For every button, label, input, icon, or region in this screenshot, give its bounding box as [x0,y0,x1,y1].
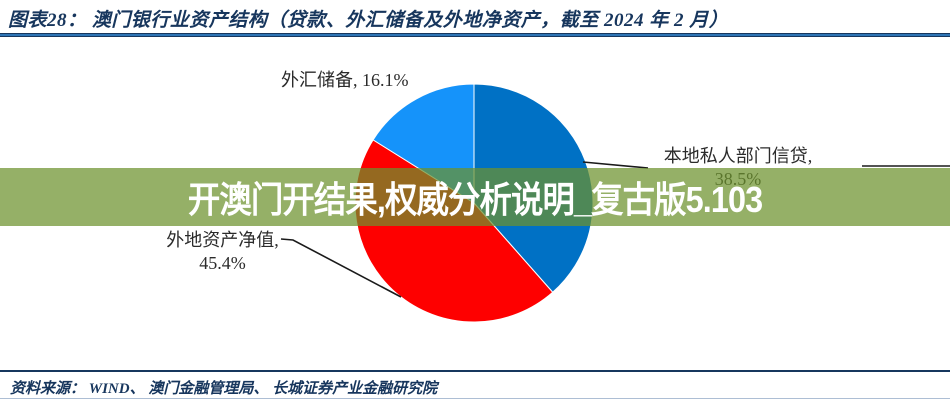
header-rule [0,33,950,37]
spam-overlay-text: 开澳门开结果,权威分析说明_复古版5.103 [187,179,763,220]
pie-label-forex-reserves: 外汇储备, 16.1% [281,70,409,90]
spam-overlay-banner[interactable]: 开澳门开结果,权威分析说明_复古版5.103 [0,168,950,226]
pie-label-net-foreign-assets: 外地资产净值, 45.4% [150,229,295,275]
chart-title: 图表28： 澳门银行业资产结构（贷款、外汇储备及外地净资产，截至 2024 年 … [8,10,729,31]
leader-line-credit [582,161,649,169]
data-source-line: 资料来源： WIND、 澳门金融管理局、 长城证券产业金融研究院 [10,381,438,397]
pie-label-net-foreign-assets-value: 45.4% [199,253,246,273]
pie-label-private-credit-name: 本地私人部门信贷, [663,146,813,166]
footer-rule [0,370,950,372]
pie-label-net-foreign-assets-name: 外地资产净值, [166,230,279,250]
bottom-faint-rule [0,398,950,399]
leader-line-nfa [280,238,402,298]
